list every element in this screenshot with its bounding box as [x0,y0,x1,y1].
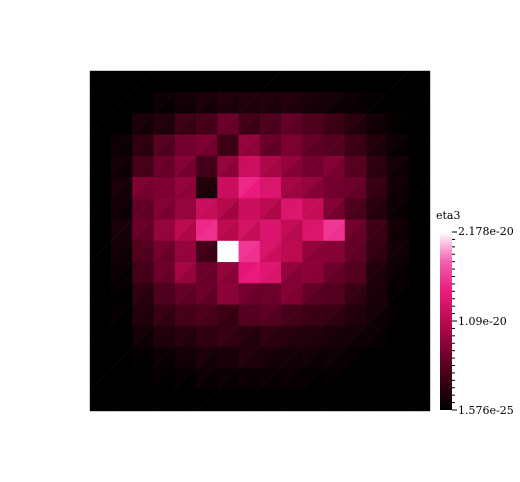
heatmap-cell [408,389,431,412]
colorbar-title: eta3 [436,209,461,222]
colorbar-mid-label: 1.09e-20 [458,315,507,328]
colorbar [440,232,452,410]
heatmap-field [89,70,431,412]
colorbar-ticks [452,231,457,411]
colorbar-max-label: 2.178e-20 [458,225,514,238]
colorbar-min-label: 1.576e-25 [458,404,514,417]
